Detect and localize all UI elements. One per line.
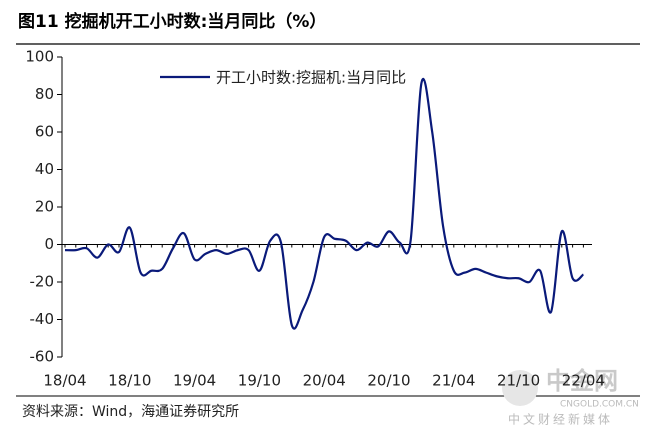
watermark-site: CNGOLD.COM.CN: [560, 400, 639, 410]
legend-label: 开工小时数:挖掘机:当月同比: [216, 69, 406, 87]
watermark-icon: [502, 370, 538, 406]
x-tick-label: 22/04: [562, 372, 605, 390]
x-tick-label: 19/04: [173, 372, 216, 390]
y-tick-label: 20: [35, 198, 54, 216]
x-tick-label: 20/04: [303, 372, 346, 390]
x-tick-label: 21/10: [497, 372, 540, 390]
chart-title: 图11 挖掘机开工小时数:当月同比（%）: [18, 11, 326, 32]
y-tick-label: 0: [44, 235, 54, 253]
y-tick-label: 40: [35, 160, 54, 178]
series-line: [64, 77, 585, 330]
y-tick-label: -60: [30, 348, 55, 366]
x-tick-label: 21/04: [432, 372, 475, 390]
y-tick-label: -20: [30, 273, 55, 291]
watermark-tagline: 中文财经新媒体: [508, 412, 613, 427]
y-tick-label: 100: [25, 48, 54, 66]
y-tick-label: 80: [35, 85, 54, 103]
x-tick-label: 20/10: [367, 372, 410, 390]
watermark-logo: 中金网: [546, 367, 618, 395]
y-tick-label: -40: [30, 310, 55, 328]
y-tick-label: 60: [35, 123, 54, 141]
x-tick-label: 19/10: [238, 372, 281, 390]
x-tick-label: 18/10: [108, 372, 151, 390]
source: 资料来源：Wind，海通证券研究所: [22, 404, 239, 420]
x-tick-label: 18/04: [43, 372, 86, 390]
